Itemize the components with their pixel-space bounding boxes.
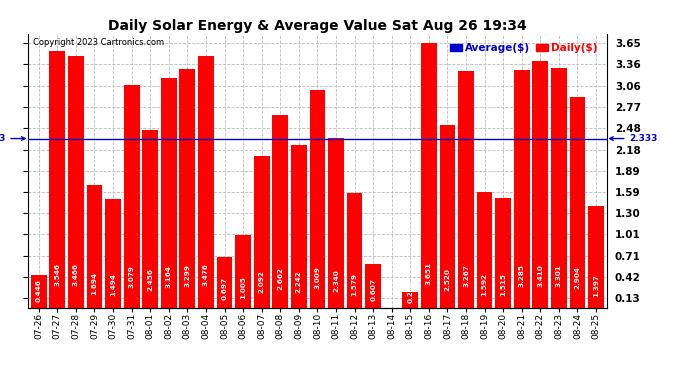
- Bar: [551, 69, 566, 308]
- Text: 2.242: 2.242: [296, 270, 302, 292]
- Text: 3.285: 3.285: [519, 264, 525, 287]
- Text: 3.301: 3.301: [556, 264, 562, 287]
- Text: 0.697: 0.697: [221, 278, 228, 300]
- Text: 3.267: 3.267: [463, 264, 469, 287]
- Text: 3.009: 3.009: [315, 266, 320, 289]
- Text: 2.333: 2.333: [610, 134, 658, 143]
- Bar: [569, 97, 585, 308]
- Bar: [346, 193, 362, 308]
- Text: 2.333: 2.333: [0, 134, 25, 143]
- Text: 3.164: 3.164: [166, 265, 172, 288]
- Bar: [458, 71, 474, 308]
- Bar: [105, 199, 121, 308]
- Text: 1.592: 1.592: [482, 273, 488, 296]
- Text: 3.079: 3.079: [128, 266, 135, 288]
- Title: Daily Solar Energy & Average Value Sat Aug 26 19:34: Daily Solar Energy & Average Value Sat A…: [108, 19, 526, 33]
- Text: 0.607: 0.607: [370, 278, 376, 301]
- Text: 1.515: 1.515: [500, 273, 506, 296]
- Bar: [514, 70, 530, 308]
- Text: 3.651: 3.651: [426, 262, 432, 285]
- Bar: [291, 145, 307, 308]
- Text: 1.694: 1.694: [92, 272, 97, 295]
- Text: 0.212: 0.212: [407, 280, 413, 303]
- Bar: [50, 51, 66, 308]
- Bar: [235, 235, 251, 308]
- Text: 2.092: 2.092: [259, 270, 265, 293]
- Bar: [254, 156, 270, 308]
- Bar: [142, 130, 158, 308]
- Text: 2.340: 2.340: [333, 269, 339, 292]
- Legend: Average($), Daily($): Average($), Daily($): [446, 39, 602, 57]
- Bar: [198, 56, 214, 308]
- Bar: [310, 90, 325, 308]
- Text: 1.494: 1.494: [110, 273, 116, 296]
- Bar: [477, 192, 493, 308]
- Text: 2.904: 2.904: [575, 266, 580, 289]
- Bar: [365, 264, 381, 308]
- Text: 0.446: 0.446: [36, 279, 42, 302]
- Bar: [421, 43, 437, 308]
- Bar: [217, 257, 233, 307]
- Bar: [161, 78, 177, 308]
- Text: 3.476: 3.476: [203, 263, 209, 286]
- Bar: [440, 125, 455, 308]
- Bar: [124, 84, 139, 308]
- Text: 1.005: 1.005: [240, 276, 246, 299]
- Text: 3.299: 3.299: [184, 264, 190, 287]
- Text: Copyright 2023 Cartronics.com: Copyright 2023 Cartronics.com: [33, 38, 164, 47]
- Bar: [402, 292, 418, 308]
- Text: 2.662: 2.662: [277, 267, 284, 290]
- Text: 2.520: 2.520: [444, 268, 451, 291]
- Text: 2.456: 2.456: [147, 268, 153, 291]
- Bar: [68, 57, 83, 308]
- Bar: [495, 198, 511, 308]
- Bar: [588, 206, 604, 308]
- Text: 1.579: 1.579: [351, 273, 357, 296]
- Bar: [86, 185, 102, 308]
- Bar: [179, 69, 195, 308]
- Text: 1.397: 1.397: [593, 274, 599, 297]
- Bar: [31, 275, 47, 308]
- Text: 3.466: 3.466: [73, 263, 79, 286]
- Text: 3.410: 3.410: [538, 264, 543, 286]
- Bar: [533, 60, 549, 308]
- Text: 3.546: 3.546: [55, 263, 60, 286]
- Bar: [328, 138, 344, 308]
- Bar: [273, 115, 288, 308]
